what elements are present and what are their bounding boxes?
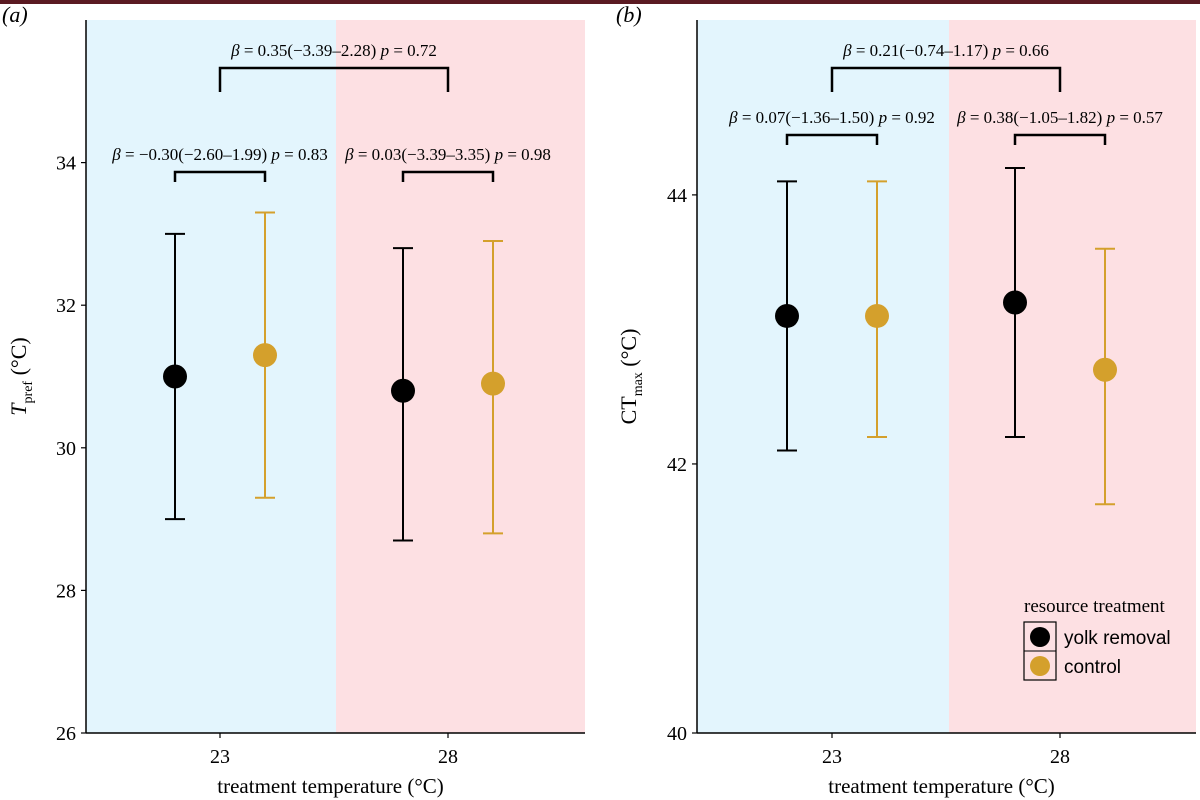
y-tick-label: 26: [56, 723, 76, 745]
figure-top-border: [0, 0, 1200, 4]
x-tick-label: 28: [438, 746, 458, 768]
annotation-estimate: = 0.21(−0.74–1.17): [852, 41, 993, 60]
significance-bracket: [830, 66, 1062, 92]
legend-marker-yolk-removal: [1030, 627, 1050, 647]
annotation-p: p: [380, 41, 390, 60]
legend-item-label: control: [1064, 657, 1121, 678]
point-control-23: [253, 343, 277, 368]
annotation-estimate: = 0.07(−1.36–1.50): [738, 108, 879, 127]
x-tick-label: 23: [822, 746, 842, 768]
annotation-pvalue: = 0.92: [887, 108, 935, 127]
annotation-beta: β: [956, 108, 966, 127]
point-yolk-removal-28: [1003, 290, 1027, 315]
annotation-pvalue: = 0.66: [1001, 41, 1049, 60]
significance-annotation: β = 0.21(−0.74–1.17) p = 0.66: [842, 41, 1049, 60]
significance-annotation: β = 0.07(−1.36–1.50) p = 0.92: [728, 108, 935, 127]
panel-b: 40 42 44 23 28 treatment temperature (°C) CTma…: [616, 2, 1196, 798]
point-control-28: [481, 371, 505, 396]
significance-annotation: β = 0.38(−1.05–1.82) p = 0.57: [956, 108, 1163, 127]
y-axis-label-subscript: max: [631, 372, 646, 396]
y-axis-label-main: CT: [616, 396, 641, 425]
x-axis-label: treatment temperature (°C): [828, 774, 1054, 798]
y-axis-label: Tpref (°C): [6, 337, 36, 415]
y-tick-label: 40: [667, 723, 687, 745]
significance-bracket: [1013, 133, 1107, 145]
background-band-23: [86, 20, 336, 733]
annotation-beta: β: [230, 41, 240, 60]
significance-annotation: β = 0.03(−3.39–3.35) p = 0.98: [344, 145, 551, 164]
annotation-p: p: [1106, 108, 1116, 127]
y-axis-label-subscript: pref: [21, 381, 36, 404]
y-axis-label-unit: (°C): [6, 337, 31, 381]
annotation-pvalue: = 0.72: [389, 41, 437, 60]
annotation-beta: β: [842, 41, 852, 60]
legend-title: resource treatment: [1024, 596, 1166, 617]
legend-item-label: yolk removal: [1064, 628, 1171, 649]
annotation-beta: β: [728, 108, 738, 127]
legend: resource treatment yolk removal control: [1023, 596, 1171, 681]
annotation-pvalue: = 0.83: [280, 145, 328, 164]
annotation-p: p: [878, 108, 888, 127]
annotation-p: p: [270, 145, 280, 164]
point-control-28: [1093, 357, 1117, 382]
annotation-beta: β: [111, 145, 121, 164]
significance-annotation: β = 0.35(−3.39–2.28) p = 0.72: [230, 41, 437, 60]
y-tick-label: 32: [56, 295, 76, 317]
y-axis-label: CTmax (°C): [616, 329, 646, 425]
significance-bracket: [401, 170, 495, 182]
background-band-28: [336, 20, 585, 733]
panel-label: (a): [2, 2, 28, 27]
annotation-estimate: = 0.35(−3.39–2.28): [240, 41, 381, 60]
y-tick-label: 42: [667, 454, 687, 476]
point-control-23: [865, 303, 889, 328]
annotation-pvalue: = 0.98: [503, 145, 551, 164]
y-tick-label: 30: [56, 438, 76, 460]
annotation-estimate: = 0.38(−1.05–1.82): [966, 108, 1107, 127]
y-tick-label: 44: [667, 185, 687, 207]
y-tick-label: 34: [56, 153, 76, 175]
y-axis-label-unit: (°C): [616, 329, 641, 373]
annotation-estimate: = −0.30(−2.60–1.99): [121, 145, 272, 164]
annotation-p: p: [494, 145, 504, 164]
legend-marker-control: [1030, 656, 1050, 676]
background-band-23: [697, 20, 949, 733]
significance-bracket: [785, 133, 879, 145]
significance-annotation: β = −0.30(−2.60–1.99) p = 0.83: [111, 145, 327, 164]
significance-bracket: [218, 66, 450, 92]
point-yolk-removal-23: [775, 303, 799, 328]
annotation-p: p: [992, 41, 1002, 60]
panel-label: (b): [616, 2, 642, 27]
y-tick-label: 28: [56, 580, 76, 602]
point-yolk-removal-28: [391, 378, 415, 403]
panel-a: 26 28 30 32 34 23 28 treatment temperature (°C)…: [2, 2, 585, 798]
x-tick-label: 23: [210, 746, 230, 768]
x-tick-label: 28: [1050, 746, 1070, 768]
annotation-beta: β: [344, 145, 354, 164]
point-yolk-removal-23: [163, 364, 187, 389]
x-axis-label: treatment temperature (°C): [217, 774, 443, 798]
background-band-28: [949, 20, 1196, 733]
annotation-pvalue: = 0.57: [1115, 108, 1163, 127]
annotation-estimate: = 0.03(−3.39–3.35): [354, 145, 495, 164]
significance-bracket: [173, 170, 267, 182]
y-axis-label-main: T: [6, 402, 31, 416]
